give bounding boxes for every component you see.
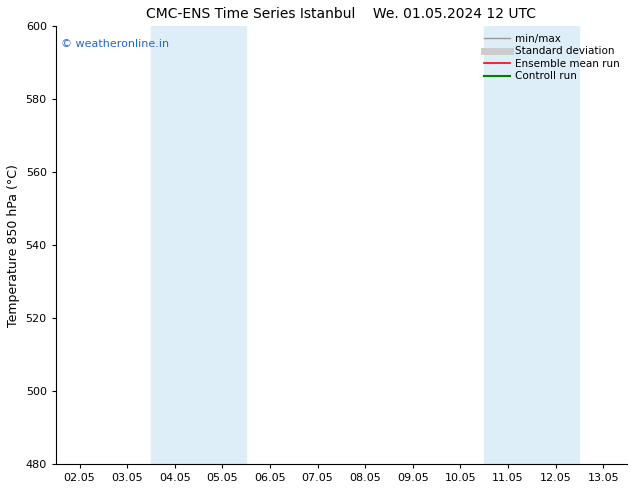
Bar <box>151 26 246 464</box>
Text: © weatheronline.in: © weatheronline.in <box>61 39 170 49</box>
Bar <box>484 26 579 464</box>
Title: CMC-ENS Time Series Istanbul    We. 01.05.2024 12 UTC: CMC-ENS Time Series Istanbul We. 01.05.2… <box>146 7 536 21</box>
Legend: min/max, Standard deviation, Ensemble mean run, Controll run: min/max, Standard deviation, Ensemble me… <box>482 31 622 83</box>
Y-axis label: Temperature 850 hPa (°C): Temperature 850 hPa (°C) <box>7 164 20 327</box>
